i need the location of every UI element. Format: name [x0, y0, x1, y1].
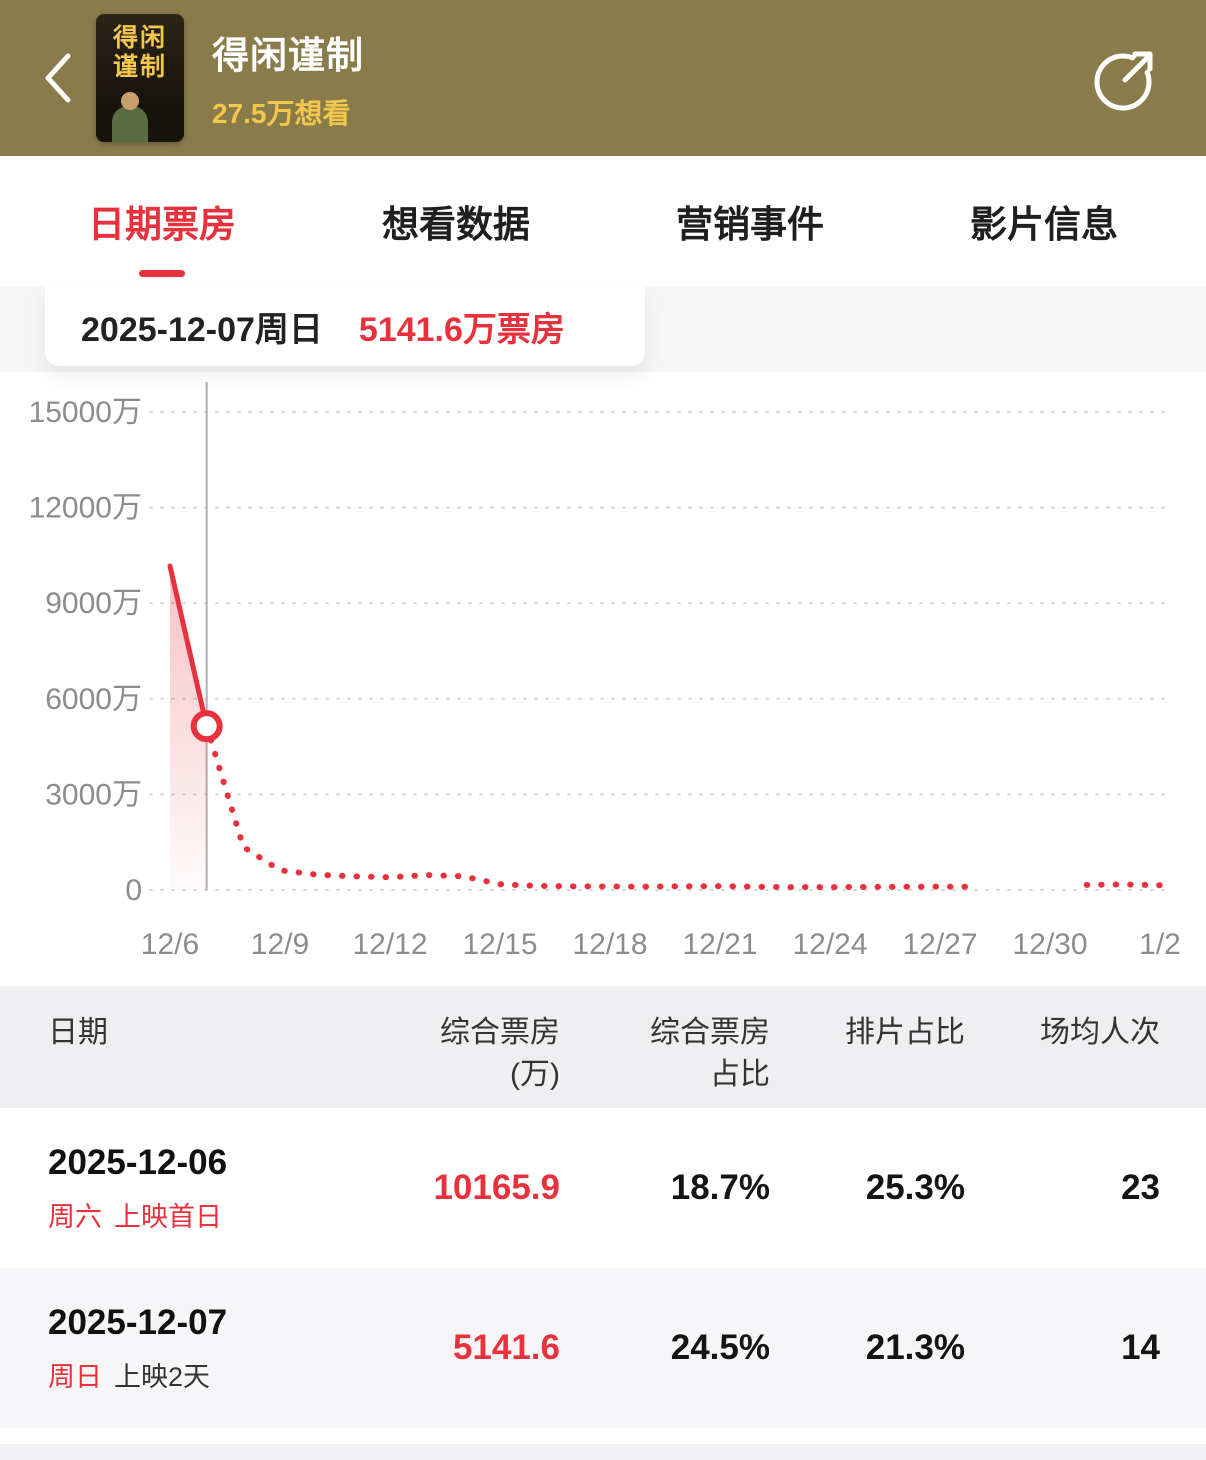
poster-figure — [112, 92, 148, 142]
trend-chart-canvas[interactable]: 15000万 12000万 9000万 6000万 3000万 0 12/6 12/9 12/1… — [0, 372, 1206, 986]
tooltip-date: 2025-12-07周日 — [81, 310, 323, 349]
row-screening-share: 25.3% — [865, 1168, 965, 1207]
want-to-see-count: 27.5万想看 — [212, 97, 351, 129]
row-gross: 5141.6 — [452, 1328, 560, 1367]
row-avg-attendance: 23 — [1121, 1168, 1160, 1207]
x-axis-label: 12/21 — [682, 928, 757, 961]
row-date-subtitle: 周日 上映2天 — [48, 1361, 211, 1392]
chart-tooltip: 2025-12-07周日 5141.6万票房 — [45, 286, 645, 366]
forecast-dotted-line — [203, 723, 1163, 891]
y-axis-label: 9000万 — [45, 587, 142, 620]
row-gross-share: 18.7% — [670, 1168, 770, 1207]
tab-movie-info[interactable]: 影片信息 — [970, 156, 1118, 286]
tab-want-to-see-data[interactable]: 想看数据 — [382, 156, 530, 286]
row-date: 2025-12-06 — [48, 1142, 228, 1182]
tab-label: 营销事件 — [676, 204, 824, 245]
tab-marketing-events[interactable]: 营销事件 — [676, 156, 824, 286]
y-axis-label: 6000万 — [45, 683, 142, 716]
chart-tooltip-band: 2025-12-07周日 5141.6万票房 — [0, 286, 1206, 372]
row-date-cell: 2025-12-07 周日 上映2天 — [48, 1303, 370, 1394]
tab-bar: 日期票房 想看数据 营销事件 影片信息 — [0, 156, 1206, 286]
x-axis-label: 12/18 — [572, 928, 647, 961]
table-header: 日期 综合票房 (万) 综合票房 占比 排片占比 场均人次 — [0, 986, 1206, 1108]
selected-point-marker[interactable] — [190, 710, 223, 743]
table-row[interactable]: 2025-12-07 周日 上映2天 5141.6 24.5% 21.3% 14 — [0, 1268, 1206, 1428]
column-header-screening-share: 排片占比 — [845, 1016, 965, 1049]
x-axis-label: 12/30 — [1012, 928, 1087, 961]
x-axis-label: 12/24 — [792, 928, 867, 961]
row-gap — [0, 1428, 1206, 1444]
movie-title: 得闲谨制 — [212, 34, 364, 76]
back-chevron-icon — [45, 53, 71, 103]
tooltip-value: 5141.6万票房 — [358, 310, 565, 349]
column-header-avg-attendance: 场均人次 — [1040, 1016, 1160, 1049]
tab-daily-boxoffice[interactable]: 日期票房 — [88, 156, 236, 286]
tab-label: 影片信息 — [970, 204, 1118, 245]
column-header-date: 日期 — [48, 1016, 108, 1049]
row-date-subtitle: 周六 上映首日 — [48, 1201, 222, 1232]
row-screening-share: 21.3% — [865, 1328, 965, 1367]
table-row[interactable]: 2025-12-06 周六 上映首日 10165.9 18.7% 25.3% 23 — [0, 1108, 1206, 1268]
daily-boxoffice-chart[interactable]: 15000万 12000万 9000万 6000万 3000万 0 12/6 12/9 12/1… — [0, 372, 1206, 986]
movie-poster[interactable]: 得闲谨制 — [96, 14, 184, 142]
tab-label: 想看数据 — [382, 204, 530, 245]
row-gross: 10165.9 — [433, 1168, 560, 1207]
column-header-gross-share: 综合票房 占比 — [650, 1016, 770, 1091]
row-avg-attendance: 14 — [1121, 1328, 1160, 1367]
movie-title-block: 得闲谨制 27.5万想看 — [212, 25, 364, 132]
tab-label: 日期票房 — [88, 204, 236, 245]
x-axis-label: 12/27 — [902, 928, 977, 961]
header: 得闲谨制 得闲谨制 27.5万想看 — [0, 0, 1206, 156]
back-button[interactable] — [30, 46, 86, 110]
row-gross-share: 24.5% — [670, 1328, 770, 1367]
y-axis-label: 3000万 — [45, 778, 142, 811]
next-row-sliver — [0, 1444, 1206, 1460]
share-icon — [1094, 50, 1155, 111]
column-header-gross: 综合票房 (万) — [440, 1016, 560, 1091]
actual-line — [167, 563, 210, 729]
poster-art-text: 得闲谨制 — [112, 24, 167, 81]
y-axis-label: 15000万 — [29, 396, 142, 429]
x-axis-label: 12/6 — [141, 928, 199, 961]
row-date-cell: 2025-12-06 周六 上映首日 — [48, 1143, 370, 1234]
y-axis-label: 12000万 — [29, 492, 142, 525]
x-axis-label: 1/2 — [1139, 928, 1181, 961]
y-axis-label: 0 — [125, 874, 142, 907]
x-axis-label: 12/15 — [462, 928, 537, 961]
share-button[interactable] — [1088, 41, 1162, 115]
row-date: 2025-12-07 — [48, 1302, 228, 1342]
boxoffice-table: 日期 综合票房 (万) 综合票房 占比 排片占比 场均人次 2025-12-06 周… — [0, 986, 1206, 1460]
x-axis-label: 12/9 — [251, 928, 309, 961]
actual-area-fill — [170, 566, 207, 890]
x-axis-label: 12/12 — [352, 928, 427, 961]
